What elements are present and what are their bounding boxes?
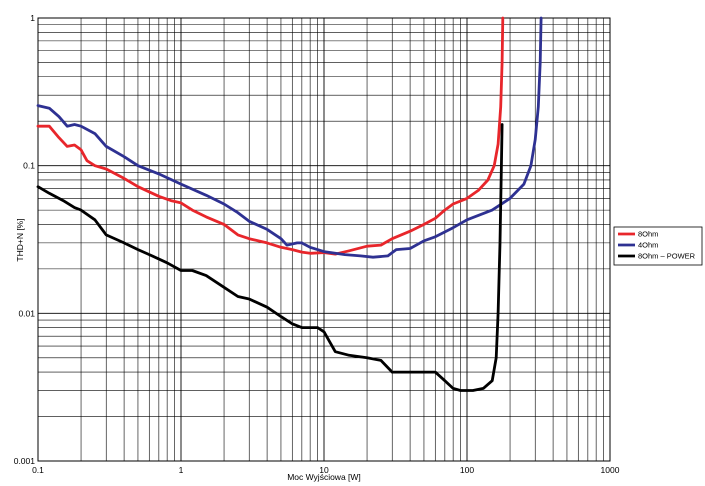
x-tick-label: 10 — [319, 465, 329, 475]
plot-frame — [37, 17, 611, 462]
series-line-8ohm-power — [36, 123, 504, 392]
series-line-4ohm — [36, 16, 543, 259]
y-tick-label: 0.1 — [23, 161, 35, 171]
x-tick-label: 100 — [460, 465, 474, 475]
y-tick-label: 1 — [30, 13, 35, 23]
series-layer — [36, 16, 543, 392]
x-axis-label: Moc Wyjściowa [W] — [287, 472, 361, 482]
legend-label-4ohm: 4Ohm — [638, 241, 658, 250]
legend-label-8ohm-power: 8Ohm – POWER — [638, 252, 696, 261]
y-tick-label: 0.001 — [14, 456, 36, 466]
legend: 8Ohm 4Ohm 8Ohm – POWER — [613, 226, 703, 266]
x-tick-label: 1 — [179, 465, 184, 475]
y-axis-label: THD+N [%] — [15, 218, 25, 261]
grid — [37, 18, 611, 462]
legend-label-8ohm: 8Ohm — [638, 230, 658, 239]
y-axis-ticks: 0.001 0.01 0.1 1 — [14, 13, 36, 466]
x-tick-label: 1000 — [601, 465, 620, 475]
x-tick-label: 0.1 — [32, 465, 44, 475]
y-tick-label: 0.01 — [18, 308, 35, 318]
x-axis-ticks: 0.1 1 10 100 1000 — [32, 465, 620, 475]
series-line-8ohm — [36, 16, 505, 256]
